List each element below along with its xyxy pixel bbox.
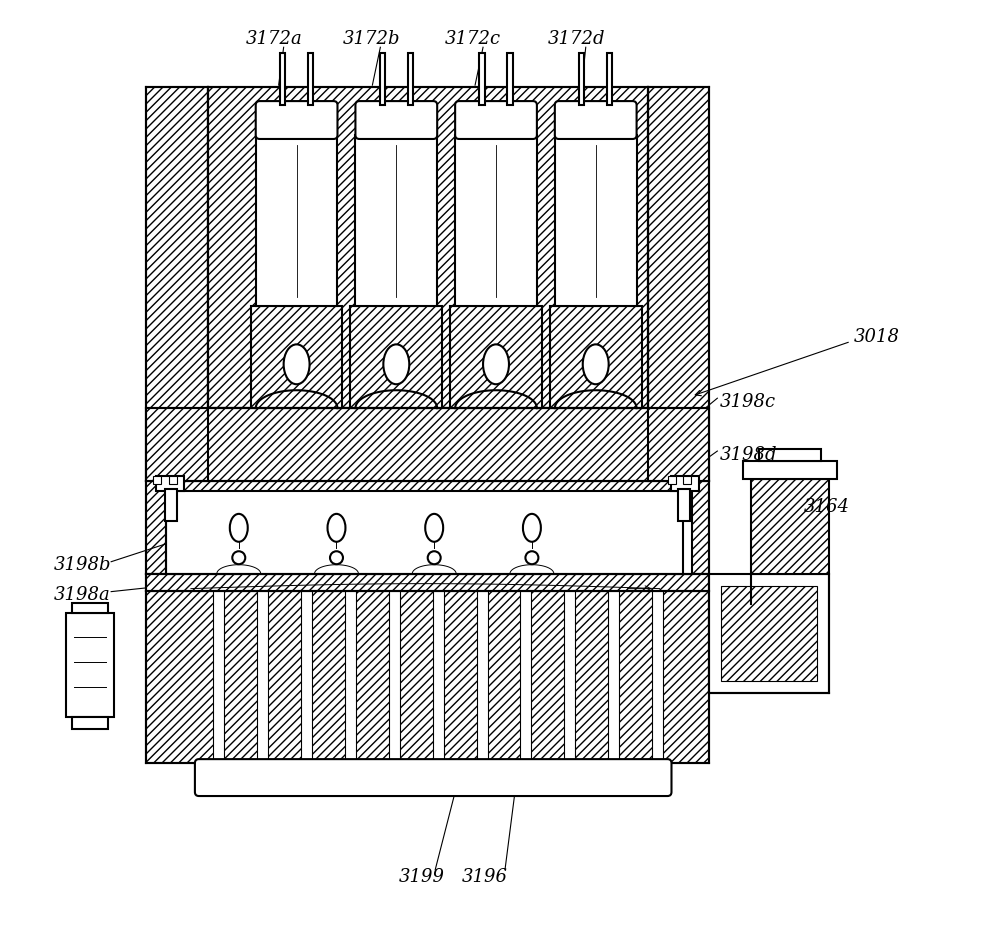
Bar [652,591,663,763]
Bar [257,591,268,763]
Bar [308,54,313,106]
Ellipse shape [230,514,248,542]
Bar [72,603,108,613]
Bar [146,409,709,481]
Bar [350,307,442,409]
Bar [564,591,575,763]
Bar [433,591,444,763]
Bar [146,88,208,481]
Text: 3199: 3199 [399,867,445,885]
Bar [709,574,829,694]
Bar [678,490,690,521]
Text: 3198c: 3198c [719,393,775,411]
Bar [146,574,709,591]
Bar [477,591,488,763]
FancyBboxPatch shape [555,102,637,139]
Bar [479,54,485,106]
Text: 3172b: 3172b [342,30,400,48]
Bar [380,54,385,106]
Bar [579,54,584,106]
Text: 3172d: 3172d [548,30,605,48]
Bar [355,136,437,307]
Bar [166,491,692,574]
Bar [208,88,648,409]
Bar [507,54,513,106]
Ellipse shape [284,345,310,385]
Bar [280,54,285,106]
Bar [721,586,817,681]
Bar [751,479,829,574]
Bar [550,307,642,409]
Ellipse shape [383,345,409,385]
Ellipse shape [483,345,509,385]
Bar [743,461,837,479]
Ellipse shape [425,514,443,542]
Bar [607,54,612,106]
Ellipse shape [583,345,609,385]
Bar [555,136,637,307]
Bar [165,490,177,521]
Bar [213,591,224,763]
Bar [408,54,413,106]
Bar [251,307,342,409]
Ellipse shape [328,514,345,542]
Text: 3172c: 3172c [445,30,501,48]
Text: 3196: 3196 [462,867,508,885]
Bar [608,591,619,763]
FancyBboxPatch shape [455,102,537,139]
Bar [66,613,114,718]
Bar [345,591,356,763]
Bar [153,476,161,485]
Bar [146,481,709,574]
Ellipse shape [523,514,541,542]
Bar [648,88,709,481]
Bar [72,718,108,729]
FancyBboxPatch shape [195,759,671,797]
Bar [146,591,709,763]
Text: 3172a: 3172a [246,30,303,48]
Bar [169,476,177,485]
Bar [455,136,537,307]
Bar [301,591,312,763]
Text: 3198a: 3198a [53,585,110,603]
FancyBboxPatch shape [355,102,437,139]
Text: 3164: 3164 [804,497,850,516]
Text: 3198b: 3198b [53,555,111,573]
Bar [256,136,337,307]
Bar [389,591,400,763]
Text: 3018: 3018 [854,328,900,346]
FancyBboxPatch shape [256,102,337,139]
Bar [683,476,691,485]
Bar [759,449,821,461]
Bar [520,591,531,763]
Bar [156,476,184,491]
Text: 3198d: 3198d [719,446,777,463]
Bar [450,307,542,409]
Bar [671,476,699,491]
Bar [668,476,676,485]
